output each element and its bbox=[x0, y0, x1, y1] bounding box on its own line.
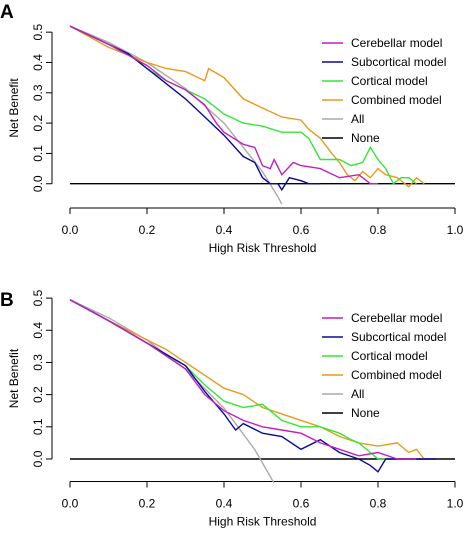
x-axis-title: High Risk Threshold bbox=[209, 515, 317, 529]
y-tick-label: 0.1 bbox=[31, 145, 45, 162]
series-line bbox=[69, 299, 417, 460]
panel-label: B bbox=[0, 290, 14, 311]
x-tick-label: 0.4 bbox=[216, 223, 233, 237]
series-line bbox=[69, 299, 425, 460]
series-line bbox=[69, 25, 378, 185]
y-tick-label: 0.3 bbox=[31, 84, 45, 101]
y-tick-label: 0.2 bbox=[31, 386, 45, 403]
x-tick-label: 0.8 bbox=[370, 497, 387, 511]
series-line bbox=[69, 299, 436, 473]
x-tick-label: 0.8 bbox=[370, 223, 387, 237]
x-tick-label: 0.6 bbox=[293, 223, 310, 237]
legend-label: Subcortical model bbox=[351, 55, 446, 69]
legend-label: None bbox=[351, 131, 380, 145]
x-tick-label: 0.2 bbox=[139, 497, 156, 511]
x-tick-label: 0.0 bbox=[62, 497, 79, 511]
legend-label: Combined model bbox=[351, 368, 442, 382]
y-tick-label: 0.1 bbox=[31, 418, 45, 435]
x-tick-label: 0.2 bbox=[139, 223, 156, 237]
y-tick-label: 0.4 bbox=[31, 322, 45, 339]
legend-label: Cortical model bbox=[351, 74, 428, 88]
series-line bbox=[69, 25, 321, 192]
series-line bbox=[69, 299, 275, 484]
panel: A 0.0 0.2 0.4 0.6 0.8 1.0 High Risk Threshold 0.… bbox=[0, 2, 464, 255]
y-tick-label: 0.3 bbox=[31, 354, 45, 371]
legend-label: Combined model bbox=[351, 93, 442, 107]
x-tick-label: 0.0 bbox=[62, 223, 79, 237]
legend-label: All bbox=[351, 387, 364, 401]
legend-label: Cerebellar model bbox=[351, 36, 442, 50]
legend-label: Subcortical model bbox=[351, 330, 446, 344]
y-axis-title: Net Benefit bbox=[7, 78, 21, 138]
x-tick-label: 1.0 bbox=[447, 497, 464, 511]
x-tick-label: 0.4 bbox=[216, 497, 233, 511]
x-tick-label: 0.6 bbox=[293, 497, 310, 511]
y-tick-label: 0.4 bbox=[31, 54, 45, 71]
legend-label: All bbox=[351, 112, 364, 126]
y-tick-label: 0.0 bbox=[31, 175, 45, 192]
y-tick-label: 0.2 bbox=[31, 114, 45, 131]
x-tick-label: 1.0 bbox=[447, 223, 464, 237]
panel-label: A bbox=[0, 2, 14, 23]
y-tick-label: 0.5 bbox=[31, 289, 45, 306]
legend-label: Cerebellar model bbox=[351, 311, 442, 325]
panel: B 0.0 0.2 0.4 0.6 0.8 1.0 High Risk Threshold 0.… bbox=[0, 289, 464, 528]
legend-label: None bbox=[351, 406, 380, 420]
legend-label: Cortical model bbox=[351, 349, 428, 363]
y-axis-title: Net Benefit bbox=[7, 348, 21, 408]
x-axis-title: High Risk Threshold bbox=[209, 241, 317, 255]
series-line bbox=[69, 25, 425, 188]
series-line bbox=[69, 25, 283, 205]
y-tick-label: 0.5 bbox=[31, 23, 45, 40]
y-tick-label: 0.0 bbox=[31, 450, 45, 467]
